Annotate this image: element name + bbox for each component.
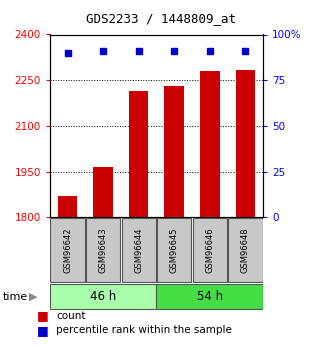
Text: GDS2233 / 1448809_at: GDS2233 / 1448809_at: [85, 12, 236, 25]
Bar: [50, 218, 85, 282]
Bar: [86, 218, 120, 282]
Text: GSM96645: GSM96645: [170, 227, 179, 273]
Bar: [164, 86, 184, 217]
Text: GSM96643: GSM96643: [99, 227, 108, 273]
Bar: [193, 218, 227, 282]
Bar: [58, 196, 77, 217]
Bar: [129, 91, 149, 217]
Text: percentile rank within the sample: percentile rank within the sample: [56, 325, 232, 335]
Text: ■: ■: [37, 324, 49, 337]
Bar: [236, 70, 255, 217]
Bar: [122, 218, 156, 282]
Bar: [200, 71, 220, 217]
Text: 46 h: 46 h: [90, 290, 116, 303]
Text: count: count: [56, 311, 86, 321]
Bar: [156, 284, 263, 309]
Text: ▶: ▶: [29, 292, 37, 302]
Text: GSM96646: GSM96646: [205, 227, 214, 273]
Bar: [50, 284, 157, 309]
Text: 54 h: 54 h: [197, 290, 223, 303]
Bar: [157, 218, 191, 282]
Text: ■: ■: [37, 309, 49, 322]
Text: time: time: [3, 292, 29, 302]
Text: GSM96642: GSM96642: [63, 227, 72, 273]
Text: GSM96648: GSM96648: [241, 227, 250, 273]
Bar: [228, 218, 263, 282]
Bar: [93, 167, 113, 217]
Text: GSM96644: GSM96644: [134, 227, 143, 273]
